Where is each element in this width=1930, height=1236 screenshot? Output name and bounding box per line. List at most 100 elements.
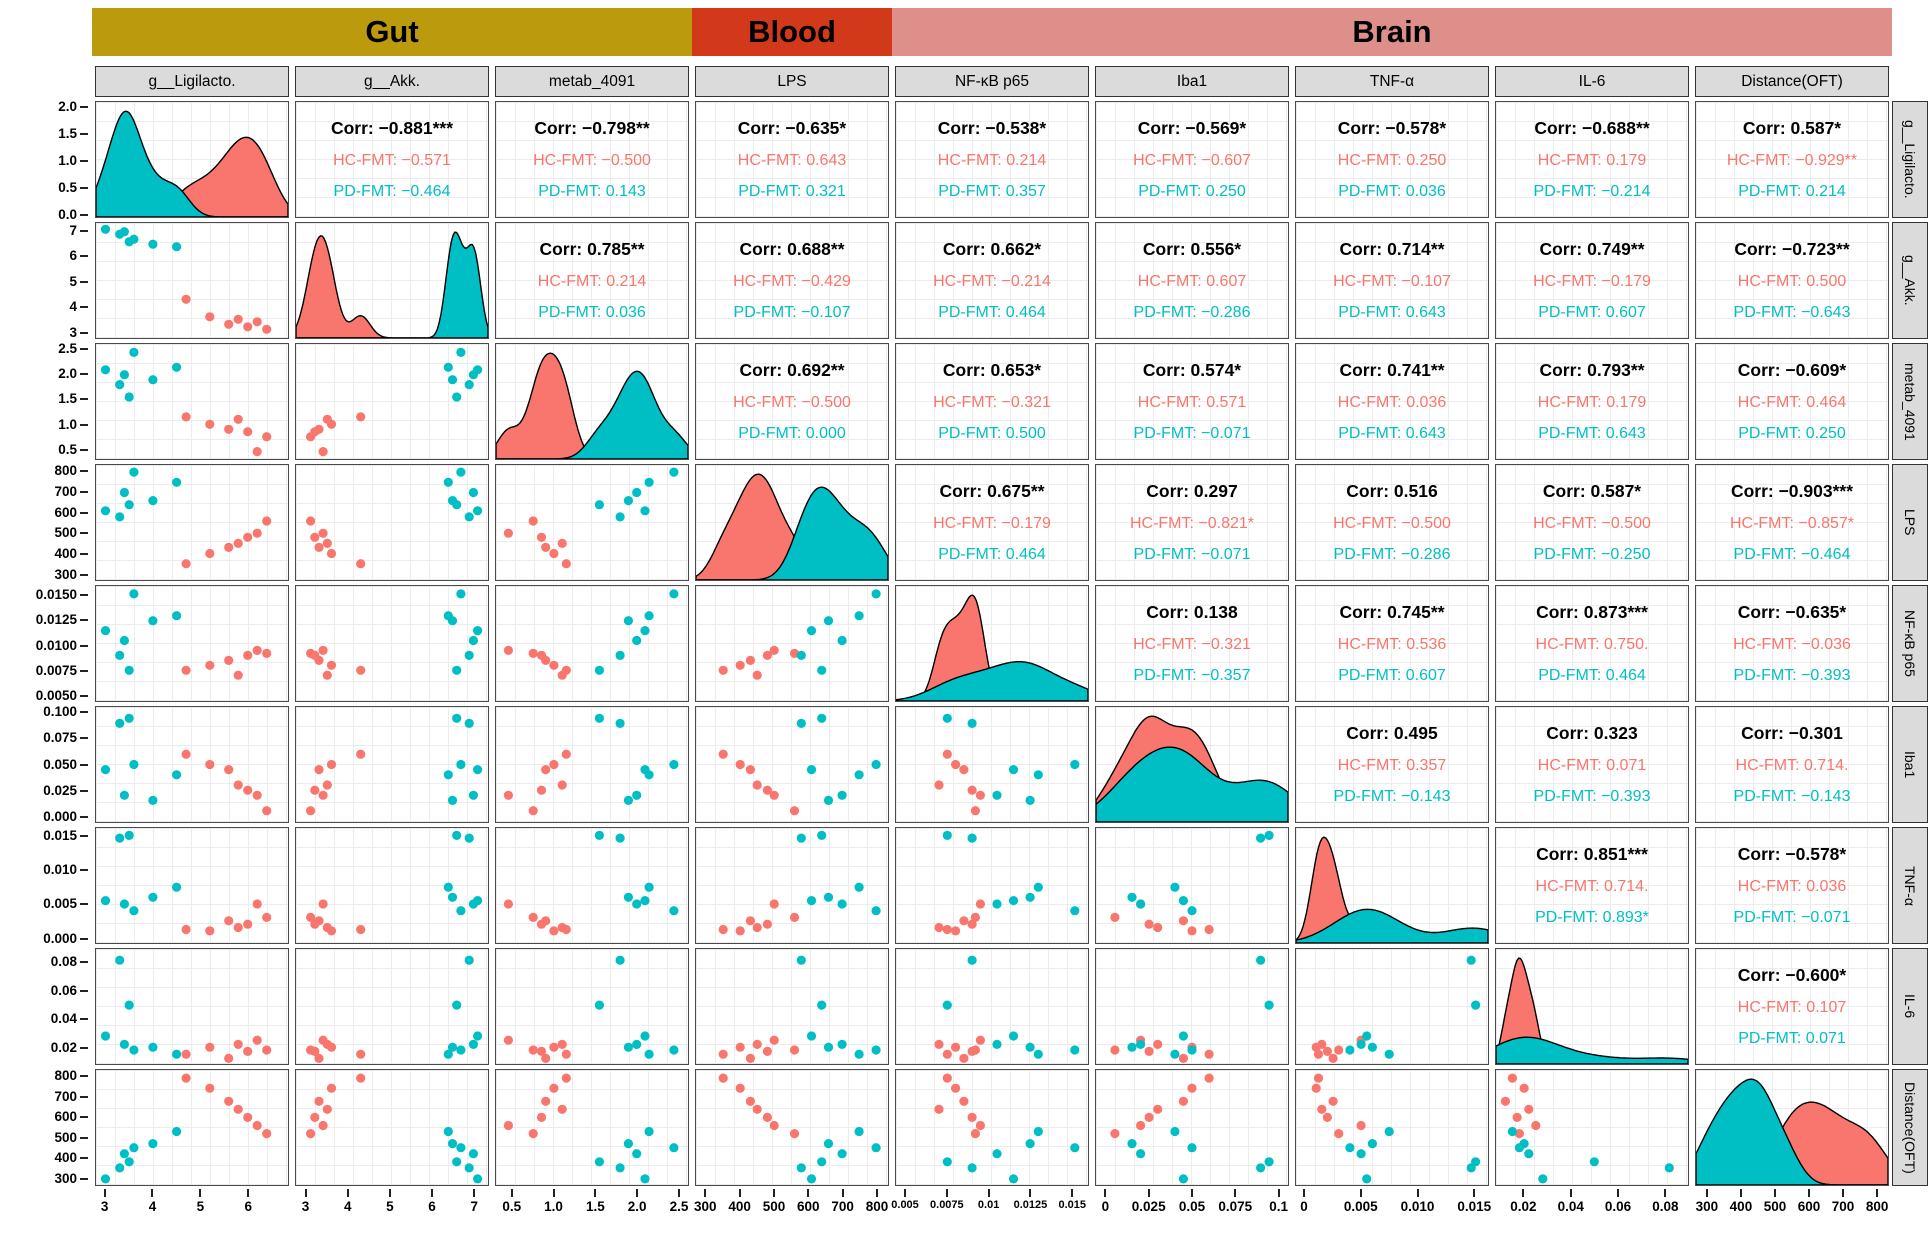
panel-canvas [503, 467, 679, 569]
scatter-point-pd-fmt [1070, 1143, 1080, 1153]
scatter-point-hc-fmt [769, 645, 779, 655]
scatter-point-hc-fmt [528, 806, 538, 816]
scatter-point-pd-fmt [992, 899, 1002, 909]
corr-hc-fmt-value: HC-FMT: −0.214 [933, 273, 1051, 290]
panel-canvas [1311, 955, 1481, 1063]
row-label-iba1: Iba1 [1892, 706, 1928, 823]
panel-canvas [1311, 1073, 1481, 1184]
x-tick-mark [904, 1189, 907, 1197]
scatter-point-hc-fmt [326, 660, 337, 670]
scatter-point-hc-fmt [557, 780, 567, 790]
y-tick-label: 0.0075 [35, 662, 77, 678]
x-tick-mark [1191, 1189, 1193, 1197]
corr-value: Corr: 0.745** [1339, 602, 1445, 622]
y-tick-label: 800 [54, 1068, 77, 1084]
x-tick-label: 400 [1729, 1199, 1753, 1214]
scatter-point-pd-fmt [1070, 1045, 1080, 1055]
y-tick-mark [80, 448, 88, 451]
scatter-point-pd-fmt [1524, 1149, 1534, 1159]
scatter-point-hc-fmt [224, 542, 234, 552]
scatter-point-hc-fmt [549, 926, 559, 936]
scatter-point-hc-fmt [356, 412, 366, 422]
scatter-point-hc-fmt [1356, 1120, 1366, 1131]
scatter-point-hc-fmt [1328, 1096, 1338, 1106]
scatter-point-pd-fmt [594, 1000, 604, 1010]
row-label-akk: g__Akk. [1892, 222, 1928, 339]
scatter-point-pd-fmt [1178, 896, 1188, 906]
scatter-point-pd-fmt [1356, 1149, 1366, 1159]
x-tick-mark [1147, 1189, 1150, 1197]
scatter-point-hc-fmt [356, 1049, 366, 1059]
scatter-point-hc-fmt [262, 806, 272, 816]
y-tick-label: 400 [54, 1150, 77, 1166]
x-tick-label: 0.005 [1343, 1199, 1378, 1214]
panel-canvas [1296, 836, 1488, 943]
panel-corr-tnf-dist: Corr: −0.578* HC-FMT: 0.036 PD-FMT: −0.071 [1695, 827, 1889, 944]
x-tick-mark [103, 1189, 106, 1197]
scatter-point-pd-fmt [623, 795, 633, 805]
corr-value: Corr: −0.635* [1737, 602, 1847, 622]
corr-value: Corr: 0.714** [1339, 239, 1445, 259]
scatter-point-hc-fmt [1507, 1073, 1517, 1083]
scatter-point-hc-fmt [769, 1035, 779, 1045]
scatter-point-hc-fmt [310, 785, 320, 795]
corr-hc-fmt-value: HC-FMT: 0.714. [1735, 757, 1849, 774]
panel-scatter-il6-tnf [1295, 948, 1489, 1065]
row-label-metab: metab_4091 [1892, 343, 1928, 460]
corr-value: Corr: −0.723** [1734, 239, 1850, 259]
panel-scatter-dist-tnf [1295, 1069, 1489, 1186]
corr-pd-fmt-value: PD-FMT: 0.643 [1538, 425, 1646, 442]
scatter-point-pd-fmt [632, 899, 642, 909]
scatter-point-pd-fmt [456, 906, 466, 916]
y-tick-mark [80, 619, 88, 622]
y-tick-label: 1.0 [58, 416, 77, 432]
scatter-point-pd-fmt [1471, 1157, 1481, 1167]
scatter-point-hc-fmt [536, 532, 547, 542]
scatter-point-hc-fmt [1153, 1039, 1163, 1049]
panel-scatter-iba1-metab [495, 706, 689, 823]
scatter-point-hc-fmt [310, 532, 320, 542]
x-tick-mark [677, 1189, 680, 1197]
scatter-point-hc-fmt [970, 806, 980, 816]
corr-value: Corr: 0.873*** [1536, 602, 1648, 622]
scatter-point-pd-fmt [464, 833, 474, 843]
panel-corr-iba1-tnf: Corr: 0.495 HC-FMT: 0.357 PD-FMT: −0.143 [1295, 706, 1489, 823]
scatter-point-pd-fmt [817, 713, 827, 723]
scatter-point-hc-fmt [326, 548, 337, 559]
scatter-point-pd-fmt [452, 1157, 462, 1167]
corr-value: Corr: −0.798** [534, 118, 650, 138]
scatter-point-hc-fmt [1136, 1120, 1146, 1131]
scatter-point-pd-fmt [796, 1163, 806, 1173]
panel-scatter-dist-akk [295, 1069, 489, 1186]
scatter-point-pd-fmt [1008, 1031, 1019, 1041]
scatter-point-pd-fmt [992, 790, 1002, 800]
scatter-point-pd-fmt [452, 392, 462, 402]
scatter-point-pd-fmt [443, 882, 453, 892]
scatter-point-hc-fmt [233, 922, 243, 933]
corr-pd-fmt-value: PD-FMT: −0.643 [1733, 304, 1851, 321]
panel-corr-akk-tnf: Corr: 0.714** HC-FMT: −0.107 PD-FMT: 0.643 [1295, 222, 1489, 339]
y-tick-mark [80, 373, 88, 376]
panel-canvas [503, 589, 679, 680]
panel-scatter-iba1-akk [295, 706, 489, 823]
corr-value: Corr: −0.688** [1534, 118, 1650, 138]
scatter-point-pd-fmt [115, 718, 125, 728]
scatter-point-pd-fmt [594, 713, 604, 723]
corr-hc-fmt-value: HC-FMT: 0.464 [1737, 394, 1847, 411]
y-tick-mark [80, 1157, 88, 1160]
panel-scatter-il6-lig [95, 948, 289, 1065]
corr-pd-fmt-value: PD-FMT: 0.250 [1138, 183, 1246, 200]
panel-canvas [100, 589, 272, 680]
y-tick-label: 0.010 [43, 862, 77, 878]
y-tick-label: 0.02 [50, 1040, 77, 1056]
panel-canvas [100, 1073, 272, 1184]
y-tick-mark [80, 815, 88, 818]
panel-density-akk-akk [295, 222, 489, 339]
scatter-point-pd-fmt [632, 635, 642, 646]
panel-scatter-nfkb-lig [95, 585, 289, 702]
y-tick-label: 3 [69, 324, 77, 340]
scatter-point-pd-fmt [1589, 1157, 1599, 1167]
scatter-point-hc-fmt [205, 1042, 215, 1052]
corr-value: Corr: −0.578* [1337, 118, 1447, 138]
x-tick-label: 400 [728, 1199, 751, 1214]
